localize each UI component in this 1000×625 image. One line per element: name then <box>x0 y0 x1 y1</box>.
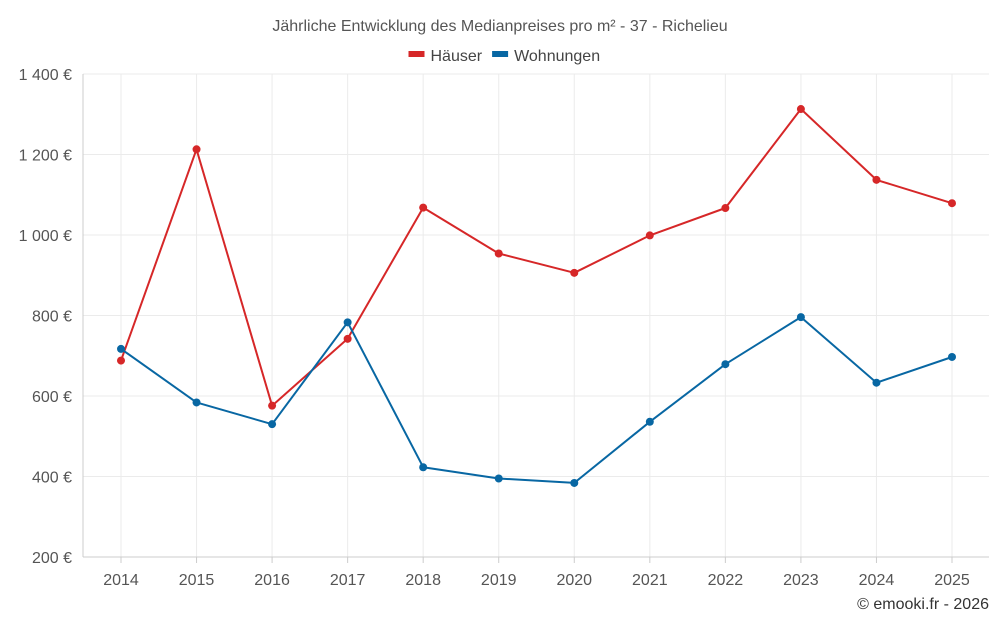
series-0-point <box>343 334 352 343</box>
series-1-point <box>117 344 125 353</box>
legend-swatch <box>408 51 425 57</box>
series-1-point <box>343 318 352 327</box>
series-1-point <box>494 474 503 483</box>
legend-label: Wohnungen <box>514 48 600 65</box>
x-tick-label: 2021 <box>632 572 668 589</box>
series-1-line <box>120 316 953 484</box>
series-0-point <box>872 175 881 184</box>
series-group <box>117 105 956 487</box>
x-tick-label: 2015 <box>179 572 215 589</box>
series-1-point <box>419 463 428 472</box>
series-1-point <box>948 352 956 361</box>
y-tick-label: 400 € <box>32 470 72 487</box>
x-tick-label: 2023 <box>783 572 819 589</box>
x-tick-label: 2025 <box>934 572 970 589</box>
x-tick-label: 2014 <box>103 572 139 589</box>
legend: Häuser Wohnungen <box>408 48 600 65</box>
x-tick-label: 2016 <box>254 572 290 589</box>
credit-text: © emooki.fr - 2026 <box>857 596 989 613</box>
series-0-point <box>948 199 956 208</box>
series-0-point <box>192 145 201 154</box>
gridlines <box>83 73 989 557</box>
series-1-point <box>721 360 730 369</box>
y-tick-label: 800 € <box>32 309 72 326</box>
series-0-point <box>494 249 503 258</box>
series-0-point <box>117 356 125 365</box>
y-tick-label: 200 € <box>32 550 72 567</box>
series-0-point <box>419 203 428 212</box>
x-tick-label: 2022 <box>708 572 744 589</box>
series-1-point <box>570 478 579 487</box>
y-tick-label: 600 € <box>32 389 72 406</box>
x-tick-label: 2017 <box>330 572 366 589</box>
x-tick-label: 2018 <box>405 572 441 589</box>
series-0-point <box>721 204 730 213</box>
chart-title: Jährliche Entwicklung des Medianpreises … <box>272 18 727 35</box>
y-tick-label: 1 000 € <box>19 228 72 245</box>
series-0-point <box>796 105 805 114</box>
series-1-point <box>192 398 201 407</box>
series-0-point <box>570 268 579 277</box>
series-1-point <box>796 313 805 322</box>
series-0-line <box>120 108 953 407</box>
series-0-point <box>645 231 654 240</box>
legend-swatch <box>492 51 509 57</box>
y-tick-label: 1 200 € <box>19 148 72 165</box>
series-1-point <box>268 420 277 429</box>
x-tick-label: 2020 <box>556 572 592 589</box>
x-tick-label: 2024 <box>859 572 895 589</box>
y-tick-label: 1 400 € <box>19 67 72 84</box>
y-axis: 200 € 400 € 600 € 800 € 1 000 € 1 200 € 1 400 … <box>19 67 84 567</box>
series-1-point <box>872 378 881 387</box>
legend-label: Häuser <box>431 48 483 65</box>
series-1-point <box>645 417 654 426</box>
x-tick-label: 2019 <box>481 572 517 589</box>
series-0-point <box>268 401 277 410</box>
x-axis: 2014 2015 2016 2017 2018 2019 2020 2021 2022 2023… <box>83 556 989 589</box>
